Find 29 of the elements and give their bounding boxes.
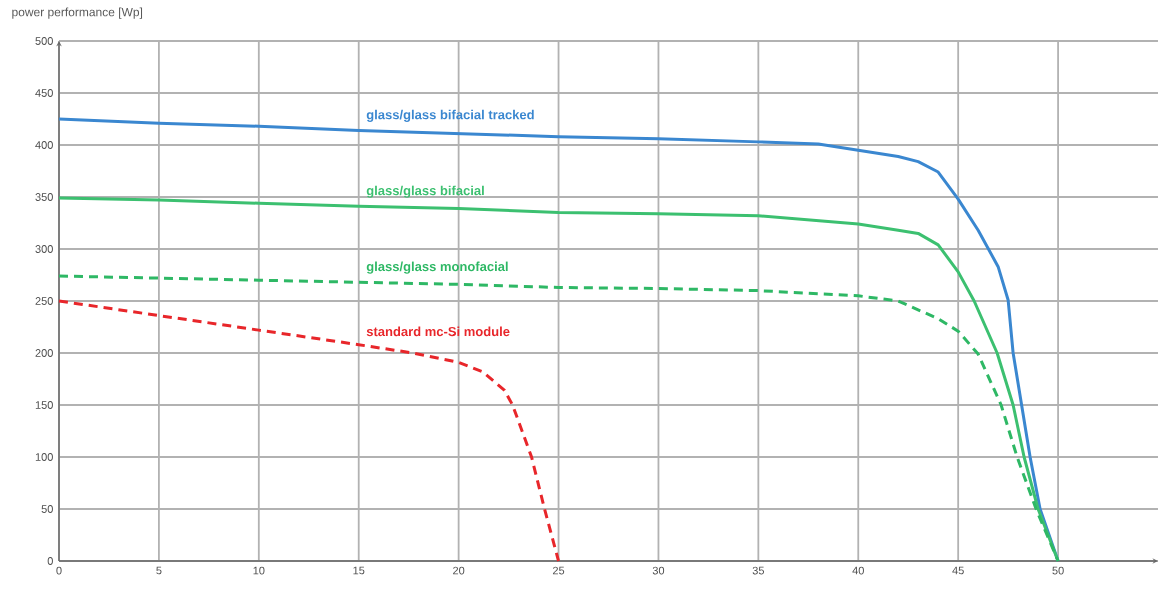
series-label: standard mc-Si module [366,326,510,337]
y-tick-label: 50 [41,505,53,513]
line-series [57,274,1060,563]
y-tick-label: 400 [35,141,53,149]
series-label: glass/glass bifacial tracked [366,109,534,122]
y-tick-label: 200 [35,349,53,357]
x-tick-label: 10 [253,566,265,575]
x-tick-label: 30 [652,566,665,575]
line-series [57,299,561,563]
y-tick-label: 500 [35,37,53,45]
x-tick-label: 25 [552,566,565,575]
y-tick-label: 250 [35,297,53,305]
x-tick-label: 15 [353,566,365,575]
series-label: glass/glass bifacial [366,185,484,198]
x-tick-label: 40 [852,566,864,575]
y-tick-label: 450 [35,89,53,97]
y-tick-label: 0 [47,557,53,565]
series-label: glass/glass monofacial [366,261,508,274]
x-tick-label: 35 [752,566,765,575]
y-tick-label: 150 [35,401,53,409]
x-tick-label: 5 [156,566,162,575]
y-tick-label: 300 [35,245,53,253]
y-axis-title: power performance [Wp] [12,7,143,19]
y-tick-label: 350 [35,193,53,201]
x-tick-label: 50 [1052,566,1064,575]
x-tick-label: 20 [453,566,465,575]
x-tick-label: 0 [56,566,62,575]
y-tick-label: 100 [35,453,53,461]
x-tick-label: 45 [952,566,964,575]
